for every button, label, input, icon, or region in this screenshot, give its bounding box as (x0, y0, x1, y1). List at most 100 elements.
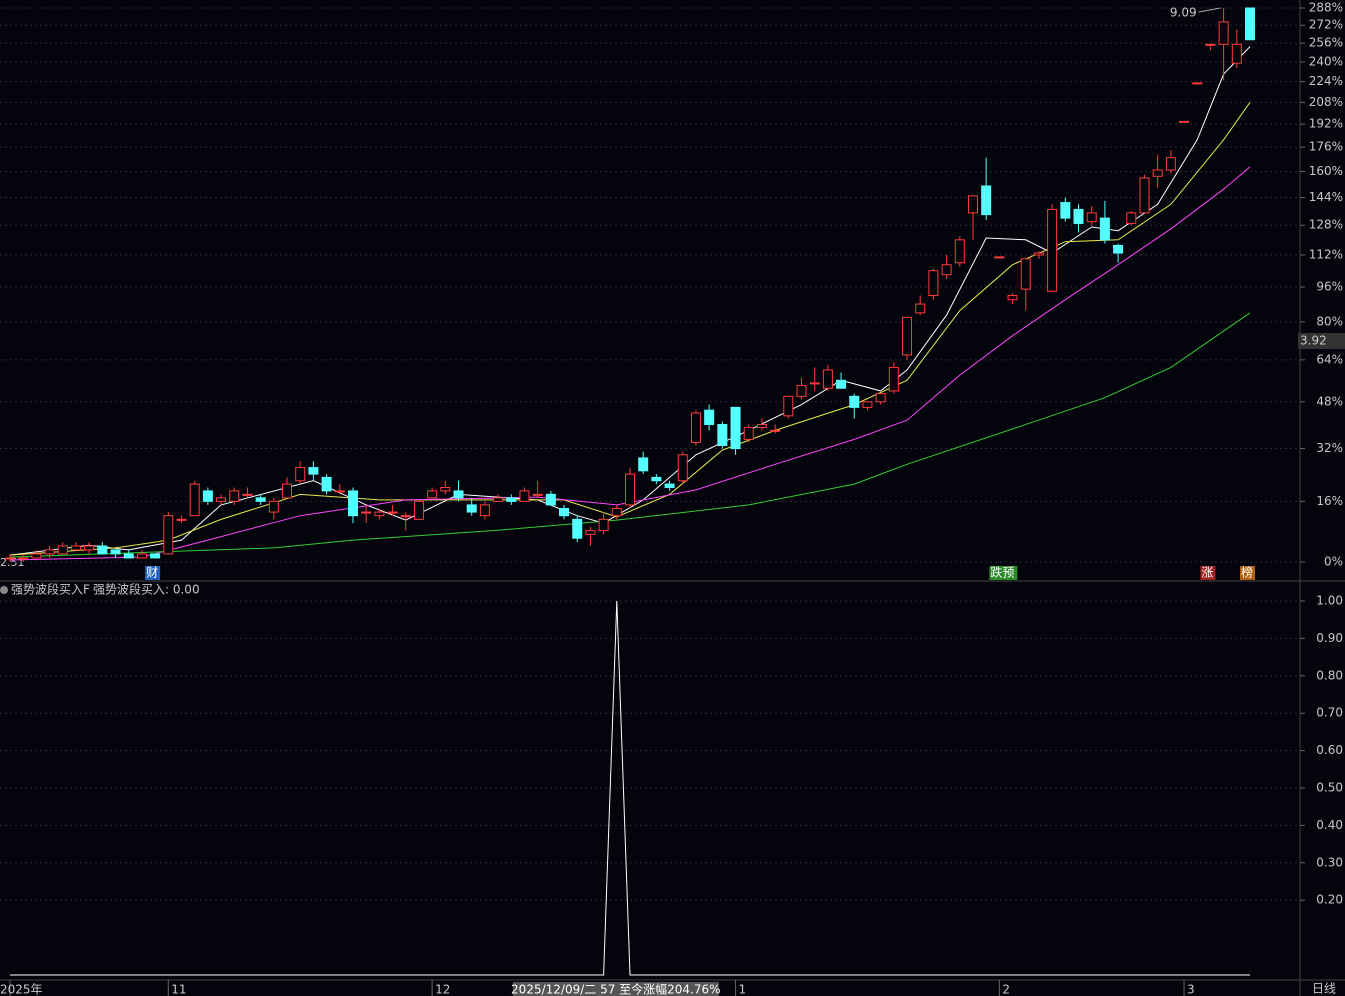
candle-body (796, 385, 807, 397)
ma-line (9, 166, 1251, 561)
candle-body (44, 549, 55, 555)
candle-body (31, 553, 42, 559)
candle-body (875, 393, 886, 403)
candle-body (915, 303, 926, 314)
candle-body (123, 553, 134, 559)
candle-body (136, 553, 147, 559)
price-label: 3.92 (1300, 334, 1327, 348)
x-tick-label: 12 (435, 983, 450, 996)
candle-body (994, 256, 1005, 259)
candle-body (1113, 244, 1124, 254)
candle-body (242, 493, 253, 496)
candle-body (651, 476, 662, 482)
candle-body (1073, 208, 1084, 224)
crosshair-box (512, 982, 719, 996)
price-box (1298, 333, 1345, 349)
candle-body (783, 395, 794, 417)
candle-body (822, 369, 833, 389)
y-tick-label: 224% (1309, 74, 1343, 88)
candle-body (625, 473, 635, 506)
y-tick-label: 272% (1309, 18, 1343, 32)
candle-body (888, 366, 899, 392)
annotation: 榜 (1241, 565, 1253, 580)
y-tick-label: 0.40 (1316, 818, 1343, 832)
y-tick-label: 80% (1316, 314, 1343, 328)
candle-body (466, 504, 477, 513)
candle-body (559, 507, 570, 517)
candle-body (981, 185, 992, 216)
y-tick-label: 208% (1309, 95, 1343, 109)
candle-body (1086, 212, 1097, 223)
candle-body (400, 515, 411, 518)
y-tick-label: 32% (1316, 441, 1343, 455)
y-tick-label: 0% (1324, 555, 1343, 569)
y-tick-label: 96% (1316, 280, 1343, 294)
y-tick-label: 48% (1316, 394, 1343, 408)
y-tick-label: 128% (1309, 218, 1343, 232)
annotation: 涨 (1201, 565, 1213, 580)
candle-body (862, 401, 873, 408)
candle-body (440, 487, 451, 492)
indicator-subtitle: 强势波段买入: 0.00 (93, 582, 200, 597)
candle-body (57, 545, 68, 555)
candle-body (1047, 208, 1058, 292)
candle-body (770, 429, 781, 432)
candle-body (84, 545, 95, 551)
indicator-title: 强势波段买入F (11, 582, 90, 597)
candle-body (282, 483, 293, 499)
y-tick-label: 1.00 (1316, 594, 1343, 608)
candle-body (268, 500, 279, 513)
candle-body (638, 457, 649, 472)
candle-body (202, 490, 213, 502)
x-tick-label: 2025年 (0, 983, 43, 996)
indicator-icon (0, 586, 8, 594)
candle-body (18, 557, 29, 560)
candle-body (545, 493, 556, 506)
annotation-box (1240, 566, 1255, 580)
candle-body (5, 557, 15, 560)
y-tick-label: 288% (1309, 1, 1343, 15)
ma-line (9, 312, 1251, 558)
candle-body (1099, 217, 1110, 241)
candle-body (1020, 258, 1031, 290)
x-tick-label: 3 (1187, 983, 1195, 996)
y-tick-label: 0.30 (1316, 855, 1343, 869)
candle-body (361, 511, 372, 514)
candle-body (572, 518, 583, 539)
annotation: 财 (146, 566, 158, 580)
candle-body (427, 490, 438, 499)
indicator-line (10, 600, 1250, 976)
candle-body (97, 545, 108, 555)
candle-body (150, 553, 161, 559)
candle-body (374, 511, 385, 517)
candle-body (1179, 120, 1190, 123)
candle-body (690, 412, 701, 443)
candle-body (836, 379, 847, 389)
candle-body (295, 467, 306, 482)
candle-body (110, 549, 121, 555)
candle-body (189, 483, 200, 517)
candle-body (598, 518, 609, 532)
candle-body (1060, 202, 1071, 219)
candle-body (730, 406, 741, 450)
y-tick-label: 0.90 (1316, 631, 1343, 645)
candle-body (1231, 43, 1242, 64)
candle-body (585, 530, 596, 535)
ma-line (9, 102, 1251, 556)
period-label: 日线 (1312, 982, 1336, 996)
candle-body (216, 497, 227, 502)
candle-body (704, 409, 715, 426)
x-tick-label: 1 (739, 983, 747, 996)
candle-body (677, 454, 688, 482)
max-label: 9.09 (1170, 6, 1197, 20)
crosshair-label: 2025/12/09/二 57 至今涨幅204.76% (511, 982, 721, 996)
candle-body (1126, 212, 1137, 224)
candle-body (255, 497, 266, 502)
candle-body (611, 507, 622, 517)
y-tick-label: 192% (1309, 117, 1343, 131)
annotation-box (989, 566, 1018, 580)
y-tick-label: 0.80 (1316, 668, 1343, 682)
candle-body (506, 497, 517, 502)
